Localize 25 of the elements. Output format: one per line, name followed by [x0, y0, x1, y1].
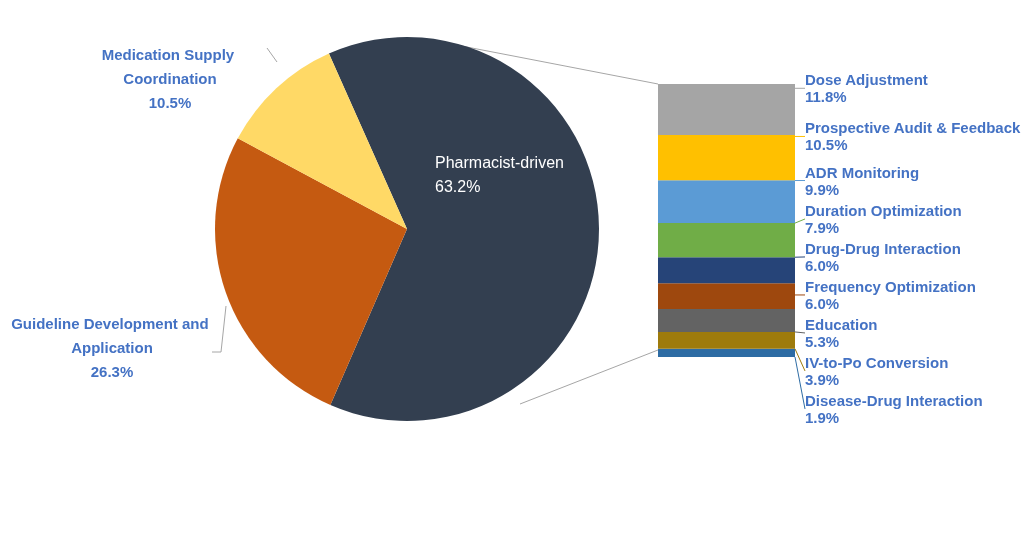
- data-label: 6.0%: [805, 294, 840, 312]
- slice-label: Medication Supply Coordination: [101, 45, 239, 87]
- data-label: 26.3%: [90, 362, 134, 380]
- series-label: Frequency Optimization: [805, 277, 976, 295]
- series-label: Drug-Drug Interaction: [805, 239, 961, 257]
- data-label: 7.9%: [805, 218, 840, 236]
- series-label: ADR Monitoring: [805, 163, 920, 181]
- series-label: Education: [805, 315, 878, 333]
- series-label: Dose Adjustment: [805, 71, 928, 89]
- bar: [658, 331, 795, 349]
- slice-label: Guideline Development and Application: [11, 314, 213, 356]
- series-label: IV-to-Po Conversion: [805, 353, 949, 371]
- data-label: 5.3%: [805, 332, 840, 350]
- series-label: Prospective Audit & Feedback: [805, 119, 1021, 137]
- text: Disease-Drug Interaction: [805, 391, 983, 409]
- data-label: 11.8%: [805, 88, 847, 106]
- data-label: 1.9%: [805, 408, 840, 426]
- series-label: Duration Optimization: [805, 201, 962, 219]
- data-label: 6.0%: [805, 256, 840, 274]
- data-label: 3.9%: [805, 370, 840, 388]
- data-label: 9.9%: [805, 180, 840, 198]
- slice-label: Pharmacist-driven: [435, 153, 564, 171]
- data-label: 10.5%: [148, 93, 192, 111]
- data-label: 10.5%: [805, 136, 848, 154]
- data-label: 63.2%: [435, 177, 481, 195]
